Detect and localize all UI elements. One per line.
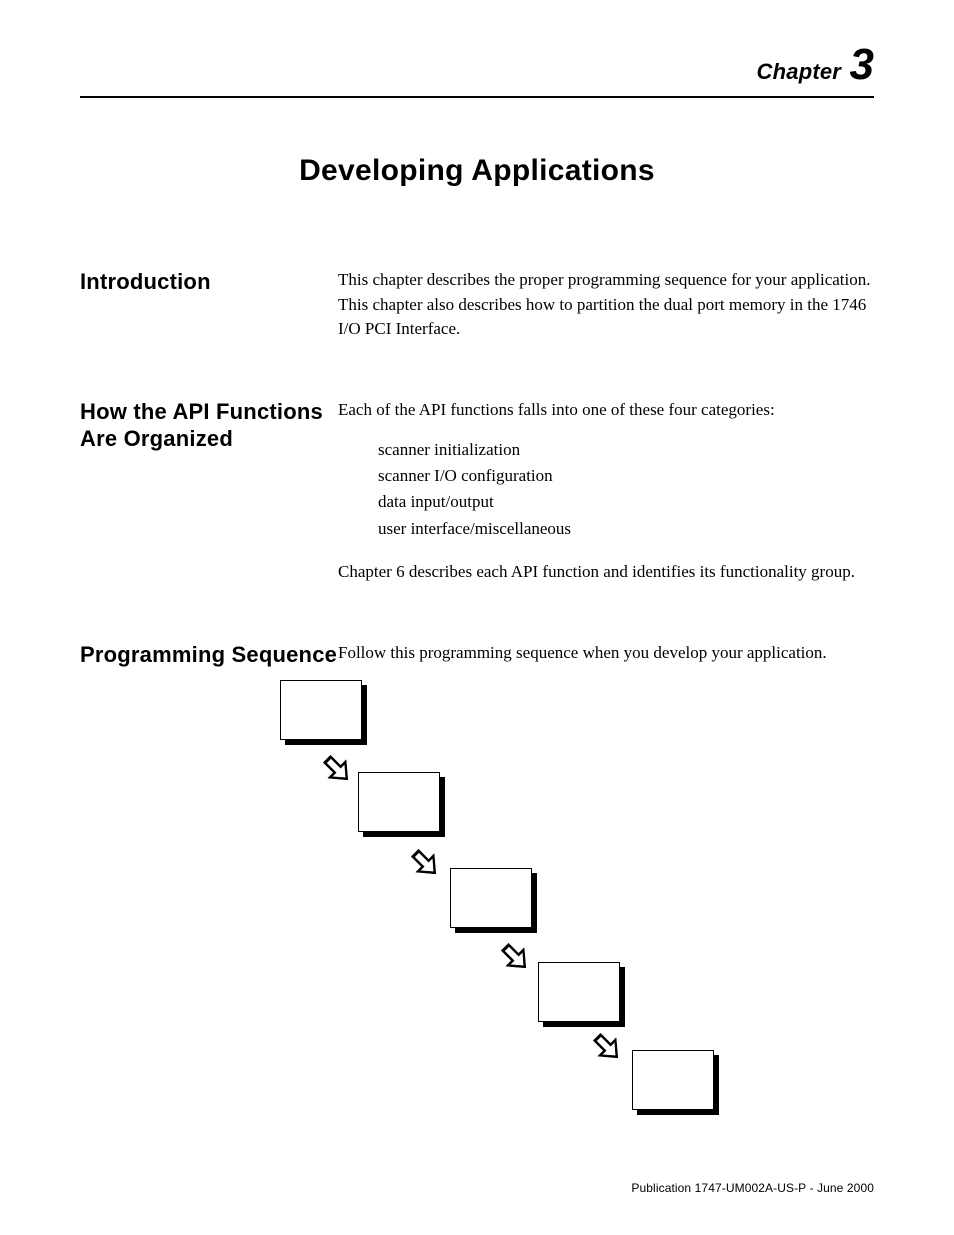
list-item: scanner I/O configuration: [378, 463, 874, 489]
api-tail-paragraph: Chapter 6 describes each API function an…: [338, 560, 874, 585]
list-item: data input/output: [378, 489, 874, 515]
section-body-api-organized: Each of the API functions falls into one…: [338, 398, 874, 585]
flow-arrow-icon: [498, 940, 532, 974]
section-introduction: Introduction This chapter describes the …: [80, 268, 874, 342]
chapter-number: 3: [850, 40, 874, 89]
flow-arrow-icon: [320, 752, 354, 786]
header-rule: [80, 96, 874, 98]
chapter-header: Chapter 3: [80, 40, 874, 90]
section-body-programming-sequence: Follow this programming sequence when yo…: [338, 641, 874, 666]
page-title: Developing Applications: [80, 154, 874, 188]
list-item: scanner initialization: [378, 437, 874, 463]
section-heading-introduction: Introduction: [80, 268, 338, 296]
publication-footer: Publication 1747-UM002A-US-P - June 2000: [631, 1181, 874, 1195]
flow-node: [358, 772, 440, 832]
section-heading-api-organized: How the API Functions Are Organized: [80, 398, 338, 453]
flow-arrow-icon: [408, 846, 442, 880]
section-api-organized: How the API Functions Are Organized Each…: [80, 398, 874, 585]
chapter-label: Chapter: [757, 59, 842, 84]
section-programming-sequence: Programming Sequence Follow this program…: [80, 641, 874, 669]
flow-node: [632, 1050, 714, 1110]
list-item: user interface/miscellaneous: [378, 516, 874, 542]
introduction-paragraph: This chapter describes the proper progra…: [338, 268, 874, 342]
api-lead-paragraph: Each of the API functions falls into one…: [338, 398, 874, 423]
section-body-introduction: This chapter describes the proper progra…: [338, 268, 874, 342]
flow-node: [450, 868, 532, 928]
programming-sequence-paragraph: Follow this programming sequence when yo…: [338, 641, 874, 666]
flow-arrow-icon: [590, 1030, 624, 1064]
flow-node: [538, 962, 620, 1022]
programming-sequence-flowchart: [280, 680, 874, 1130]
flow-node: [280, 680, 362, 740]
section-heading-programming-sequence: Programming Sequence: [80, 641, 338, 669]
api-category-list: scanner initialization scanner I/O confi…: [378, 437, 874, 542]
